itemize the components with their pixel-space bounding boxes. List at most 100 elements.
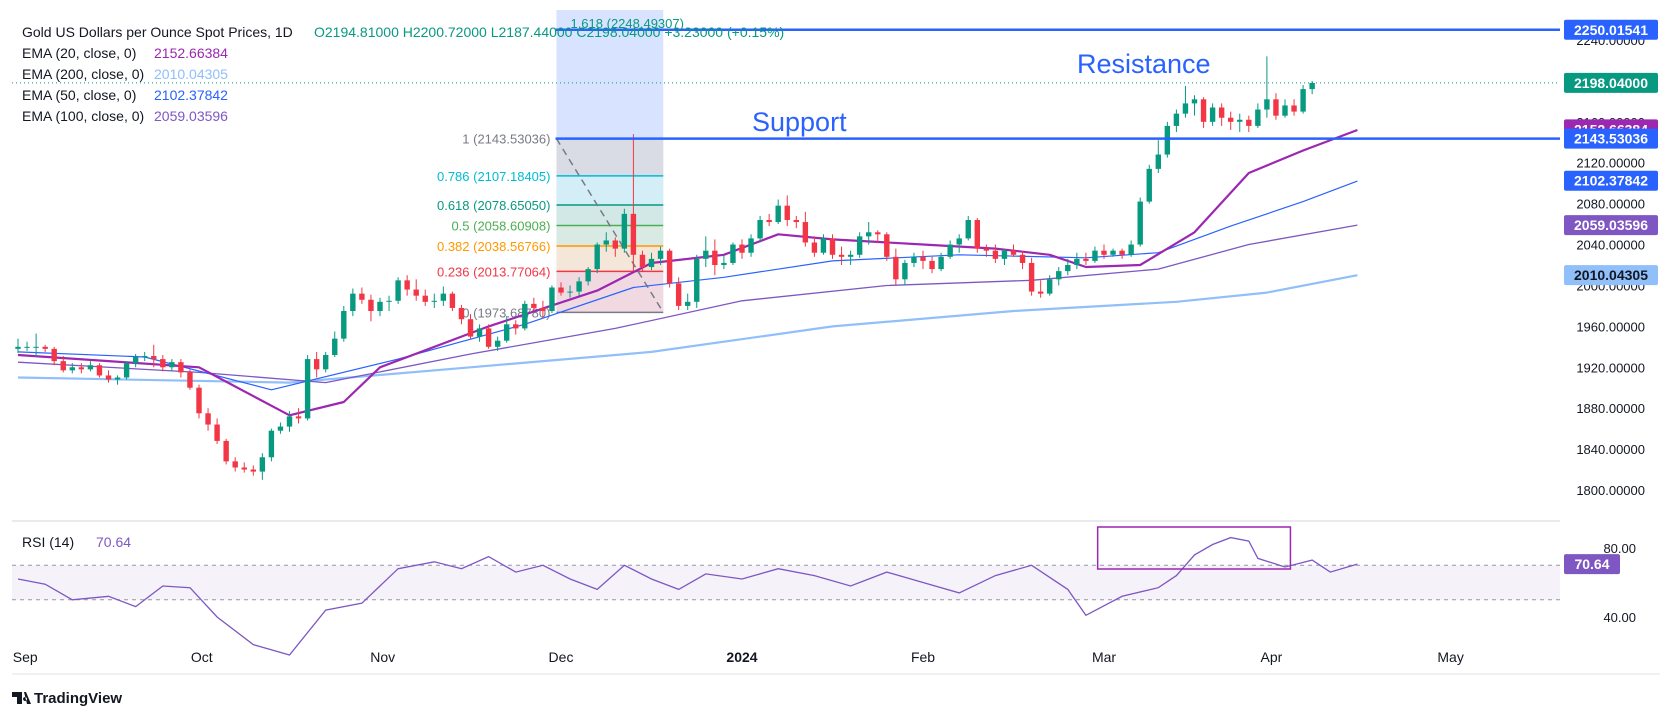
candle[interactable]	[513, 320, 519, 335]
candle[interactable]	[920, 250, 926, 270]
candle[interactable]	[983, 244, 990, 257]
candle[interactable]	[666, 248, 673, 288]
candle[interactable]	[739, 239, 745, 259]
candlesticks[interactable]	[15, 56, 1315, 480]
candle[interactable]	[132, 353, 139, 368]
candle[interactable]	[96, 363, 103, 378]
candle[interactable]	[422, 289, 428, 306]
candle[interactable]	[1155, 140, 1161, 173]
candle[interactable]	[1246, 115, 1252, 133]
candle[interactable]	[377, 297, 383, 317]
candle[interactable]	[69, 363, 75, 374]
candle[interactable]	[1037, 280, 1044, 298]
candle[interactable]	[594, 242, 600, 274]
candle[interactable]	[223, 438, 229, 465]
candle[interactable]	[87, 361, 94, 372]
candle[interactable]	[123, 361, 130, 380]
candle[interactable]	[187, 369, 193, 390]
candle[interactable]	[205, 408, 211, 431]
fibonacci-retracement[interactable]: 1.618 (2248.49307) 1 (2143.53036) 0.786 (2…	[437, 10, 684, 320]
support-annotation[interactable]: Support	[752, 107, 847, 137]
candle[interactable]	[313, 351, 320, 378]
candle[interactable]	[1101, 244, 1107, 259]
candle[interactable]	[323, 351, 329, 373]
candle[interactable]	[142, 351, 148, 362]
candle[interactable]	[15, 338, 21, 353]
candle[interactable]	[549, 285, 555, 314]
candle[interactable]	[1273, 93, 1279, 120]
candle[interactable]	[241, 462, 247, 473]
candle[interactable]	[1182, 86, 1189, 118]
candle[interactable]	[169, 359, 175, 372]
candle[interactable]	[250, 465, 256, 476]
candle[interactable]	[304, 355, 311, 421]
candle[interactable]	[504, 316, 510, 343]
candle[interactable]	[485, 324, 492, 349]
candle[interactable]	[1209, 103, 1216, 126]
candle[interactable]	[522, 300, 528, 331]
candle[interactable]	[884, 232, 890, 261]
candle[interactable]	[105, 370, 112, 383]
candle[interactable]	[784, 195, 790, 227]
candle[interactable]	[829, 234, 836, 259]
candle[interactable]	[1119, 248, 1125, 259]
candle[interactable]	[51, 346, 57, 366]
candle[interactable]	[368, 294, 374, 322]
candle[interactable]	[440, 286, 447, 306]
candle[interactable]	[395, 277, 401, 304]
candle[interactable]	[621, 208, 628, 253]
candle[interactable]	[856, 232, 863, 258]
candle[interactable]	[1146, 164, 1152, 204]
candle[interactable]	[558, 282, 564, 296]
candle[interactable]	[712, 239, 718, 276]
candle[interactable]	[1228, 111, 1234, 130]
candle[interactable]	[1083, 252, 1089, 265]
candle[interactable]	[1110, 248, 1116, 257]
fib-trend-line[interactable]	[555, 138, 664, 313]
candle[interactable]	[793, 215, 799, 229]
candle[interactable]	[1237, 113, 1243, 133]
candle[interactable]	[431, 293, 437, 308]
candle[interactable]	[1173, 109, 1180, 133]
candle[interactable]	[467, 314, 474, 339]
candle[interactable]	[458, 304, 465, 325]
candle[interactable]	[847, 250, 854, 265]
time-axis[interactable]: Sep Oct Nov Dec 2024 Feb Mar Apr May	[13, 649, 1464, 665]
candle[interactable]	[657, 246, 664, 265]
candle[interactable]	[1074, 252, 1080, 270]
candle[interactable]	[947, 240, 953, 259]
candle[interactable]	[78, 363, 85, 374]
candle[interactable]	[648, 252, 655, 271]
candle[interactable]	[911, 252, 917, 268]
candle[interactable]	[576, 277, 582, 296]
candle[interactable]	[956, 234, 962, 253]
candle[interactable]	[540, 300, 546, 319]
candle[interactable]	[929, 256, 935, 274]
candle[interactable]	[585, 267, 591, 286]
candle[interactable]	[332, 331, 338, 358]
candle[interactable]	[730, 242, 736, 266]
candle[interactable]	[1065, 258, 1071, 276]
candle[interactable]	[277, 422, 284, 434]
candle[interactable]	[359, 287, 365, 304]
candle[interactable]	[1218, 103, 1225, 126]
rsi-highlight-box[interactable]	[1096, 526, 1292, 570]
candle[interactable]	[965, 215, 971, 241]
drawn-lines[interactable]	[12, 28, 1560, 140]
candle[interactable]	[196, 384, 202, 419]
candle[interactable]	[1291, 99, 1297, 116]
candle[interactable]	[694, 254, 700, 308]
candle[interactable]	[259, 453, 266, 480]
candle[interactable]	[838, 246, 845, 265]
candle[interactable]	[1264, 56, 1270, 118]
candle[interactable]	[811, 236, 818, 257]
candle[interactable]	[1056, 267, 1062, 286]
candle[interactable]	[902, 259, 908, 286]
candle[interactable]	[232, 457, 238, 472]
candle[interactable]	[1300, 85, 1306, 114]
tradingview-logo[interactable]: TradingView	[12, 690, 122, 707]
candle[interactable]	[974, 217, 980, 253]
candle[interactable]	[160, 355, 166, 372]
